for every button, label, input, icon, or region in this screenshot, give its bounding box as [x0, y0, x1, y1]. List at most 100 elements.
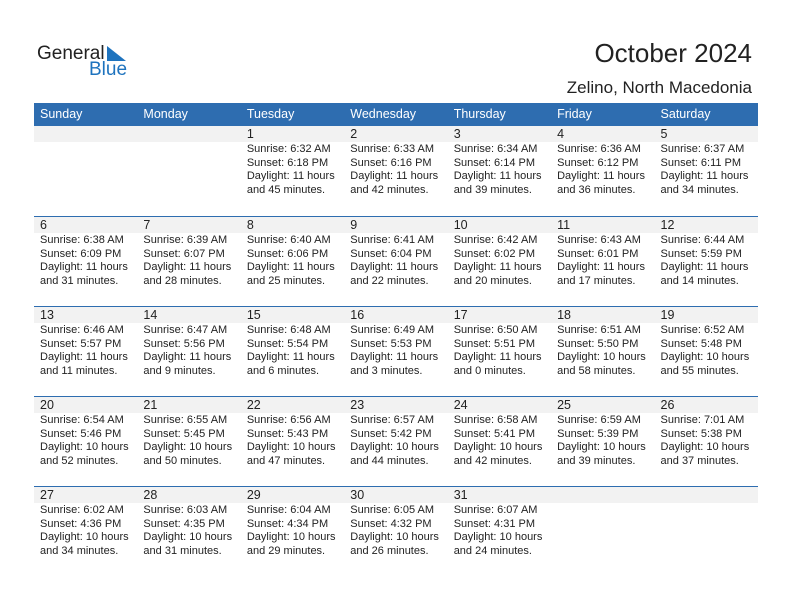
day-cell: 23 Sunrise: 6:57 AM Sunset: 5:42 PM Dayl… [344, 397, 447, 468]
daylight: Daylight: 11 hours [453, 170, 542, 182]
sunrise: Sunrise: 6:41 AM [350, 234, 435, 246]
daylight-minutes: and 34 minutes. [660, 183, 739, 196]
day-cell: 27 Sunrise: 6:02 AM Sunset: 4:36 PM Dayl… [34, 487, 137, 558]
sunrise: Sunrise: 6:33 AM [350, 143, 435, 155]
daylight: Daylight: 11 hours [246, 170, 335, 182]
weekday-monday: Monday [143, 107, 188, 121]
day-cell: 6 Sunrise: 6:38 AM Sunset: 6:09 PM Dayli… [34, 217, 137, 288]
day-cell: 22 Sunrise: 6:56 AM Sunset: 5:43 PM Dayl… [241, 397, 344, 468]
daylight-minutes: and 39 minutes. [557, 454, 636, 467]
week-row: 6 Sunrise: 6:38 AM Sunset: 6:09 PM Dayli… [34, 216, 758, 306]
day-cell [655, 487, 758, 558]
daylight: Daylight: 11 hours [350, 170, 439, 182]
day-number: 13 [40, 308, 54, 322]
sunset: Sunset: 5:38 PM [660, 427, 742, 440]
sunset: Sunset: 6:18 PM [246, 156, 329, 169]
sunrise: Sunrise: 6:47 AM [143, 324, 228, 336]
sunset: Sunset: 5:54 PM [246, 337, 329, 350]
date-band [34, 126, 758, 142]
day-cell: 8 Sunrise: 6:40 AM Sunset: 6:06 PM Dayli… [241, 217, 344, 288]
weekday-saturday: Saturday [660, 107, 711, 121]
sunrise: Sunrise: 6:54 AM [40, 414, 124, 426]
week-row: 1 Sunrise: 6:32 AM Sunset: 6:18 PM Dayli… [34, 126, 758, 216]
sunrise: Sunrise: 6:49 AM [350, 324, 435, 336]
week-row: 27 Sunrise: 6:02 AM Sunset: 4:36 PM Dayl… [34, 486, 758, 576]
daylight: Daylight: 11 hours [660, 170, 749, 182]
sunset: Sunset: 5:50 PM [557, 337, 639, 350]
daylight-minutes: and 9 minutes. [143, 364, 216, 377]
day-cell: 19 Sunrise: 6:52 AM Sunset: 5:48 PM Dayl… [655, 307, 758, 378]
daylight-minutes: and 45 minutes. [246, 183, 326, 196]
day-cell: 11 Sunrise: 6:43 AM Sunset: 6:01 PM Dayl… [551, 217, 654, 288]
day-number: 21 [143, 398, 158, 412]
daylight-minutes: and 20 minutes. [453, 274, 532, 287]
day-number: 16 [350, 308, 365, 322]
day-number: 24 [453, 398, 468, 412]
daylight-minutes: and 26 minutes. [350, 544, 429, 557]
day-number: 28 [143, 488, 158, 502]
logo-text-general: General [37, 43, 105, 64]
day-cell: 12 Sunrise: 6:44 AM Sunset: 5:59 PM Dayl… [655, 217, 758, 288]
daylight: Daylight: 11 hours [143, 261, 232, 273]
daylight: Daylight: 10 hours [453, 531, 543, 543]
daylight: Daylight: 10 hours [557, 351, 646, 363]
daylight: Daylight: 10 hours [143, 531, 233, 543]
day-cell [551, 487, 654, 558]
location: Zelino, North Macedonia [566, 78, 752, 97]
day-number: 12 [660, 218, 675, 232]
daylight-minutes: and 17 minutes. [557, 274, 636, 287]
daylight: Daylight: 11 hours [660, 261, 749, 273]
day-cell: 30 Sunrise: 6:05 AM Sunset: 4:32 PM Dayl… [344, 487, 447, 558]
sunrise: Sunrise: 6:56 AM [246, 414, 331, 426]
day-number: 10 [453, 218, 468, 232]
day-number: 27 [40, 488, 54, 502]
day-cell [34, 126, 137, 197]
sunset: Sunset: 6:07 PM [143, 247, 225, 260]
daylight: Daylight: 11 hours [40, 261, 128, 273]
sunset: Sunset: 6:12 PM [557, 156, 639, 169]
day-number: 30 [350, 488, 365, 502]
daylight: Daylight: 10 hours [350, 441, 439, 453]
daylight-minutes: and 3 minutes. [350, 364, 423, 377]
day-number: 15 [246, 308, 261, 322]
day-number: 25 [557, 398, 572, 412]
sunset: Sunset: 4:35 PM [143, 517, 225, 530]
logo: General Blue [37, 43, 137, 83]
daylight-minutes: and 25 minutes. [246, 274, 326, 287]
sunrise: Sunrise: 6:38 AM [40, 234, 124, 246]
day-cell: 26 Sunrise: 7:01 AM Sunset: 5:38 PM Dayl… [655, 397, 758, 468]
sunset: Sunset: 5:46 PM [40, 427, 122, 440]
sunrise: Sunrise: 6:57 AM [350, 414, 435, 426]
day-cell: 21 Sunrise: 6:55 AM Sunset: 5:45 PM Dayl… [137, 397, 240, 468]
day-number: 3 [453, 127, 461, 141]
sunrise: Sunrise: 6:32 AM [246, 143, 331, 155]
day-number: 2 [350, 127, 358, 141]
sunset: Sunset: 5:41 PM [453, 427, 536, 440]
daylight-minutes: and 50 minutes. [143, 454, 222, 467]
day-number: 26 [660, 398, 675, 412]
sunset: Sunset: 6:06 PM [246, 247, 329, 260]
daylight-minutes: and 44 minutes. [350, 454, 429, 467]
sunrise: Sunrise: 6:52 AM [660, 324, 745, 336]
sunrise: Sunrise: 6:42 AM [453, 234, 538, 246]
day-number: 8 [246, 218, 254, 232]
daylight: Daylight: 10 hours [350, 531, 439, 543]
day-cell [137, 126, 240, 197]
day-cell: 16 Sunrise: 6:49 AM Sunset: 5:53 PM Dayl… [344, 307, 447, 378]
daylight-minutes: and 55 minutes. [660, 364, 739, 377]
sunrise: Sunrise: 6:04 AM [246, 504, 331, 516]
day-cell: 2 Sunrise: 6:33 AM Sunset: 6:16 PM Dayli… [344, 126, 447, 197]
day-number: 7 [143, 218, 151, 232]
sunrise: Sunrise: 6:58 AM [453, 414, 538, 426]
sunrise: Sunrise: 6:48 AM [246, 324, 331, 336]
sunset: Sunset: 5:56 PM [143, 337, 225, 350]
daylight: Daylight: 11 hours [350, 351, 439, 363]
sunrise: Sunrise: 6:55 AM [143, 414, 228, 426]
daylight-minutes: and 28 minutes. [143, 274, 222, 287]
daylight: Daylight: 11 hours [350, 261, 439, 273]
date-band [34, 397, 758, 413]
daylight-minutes: and 24 minutes. [453, 544, 532, 557]
sunset: Sunset: 4:36 PM [40, 517, 122, 530]
daylight: Daylight: 11 hours [453, 351, 542, 363]
day-cell: 28 Sunrise: 6:03 AM Sunset: 4:35 PM Dayl… [137, 487, 240, 558]
